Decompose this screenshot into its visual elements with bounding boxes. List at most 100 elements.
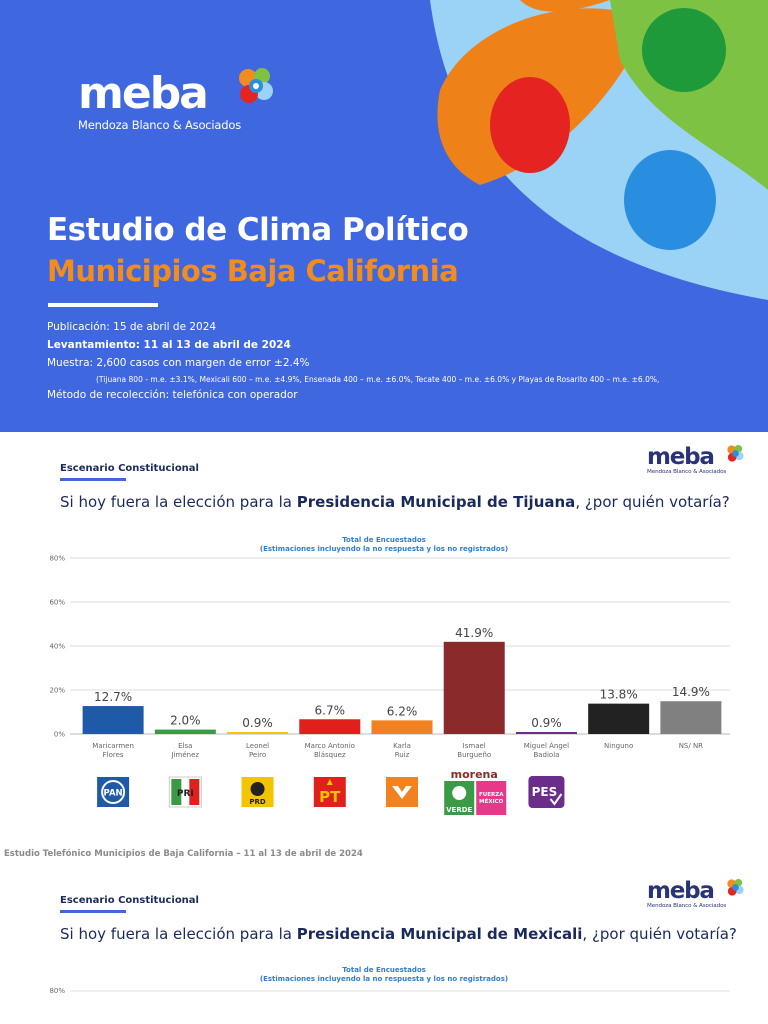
- section-underline: [60, 478, 126, 481]
- question-office: Presidencia Municipal de Mexicali: [296, 925, 583, 943]
- meba-logo: meba Mendoza Blanco & Asociados: [78, 68, 273, 132]
- bar: [82, 706, 144, 734]
- collection-method: Método de recolección: telefónica con op…: [47, 389, 298, 401]
- section-label: Escenario Constitucional: [60, 895, 199, 906]
- bar: [443, 641, 505, 734]
- question-text: Si hoy fuera la elección para la: [60, 925, 297, 943]
- pan-logo-text: PAN: [104, 789, 123, 799]
- data-label: 6.2%: [387, 704, 418, 718]
- cover-title: Estudio de Clima Político: [47, 212, 469, 248]
- tijuana-slide: Escenario Constitucional meba Mendoza Bl…: [0, 432, 768, 848]
- section-underline: [60, 910, 126, 913]
- data-label: 0.9%: [531, 716, 562, 730]
- pt-logo-star: [326, 779, 333, 785]
- fieldwork-date: Levantamiento: 11 al 13 de abril de 2024: [47, 339, 291, 351]
- mc-logo-eagle: [392, 786, 412, 799]
- category-label: Ismael: [463, 742, 486, 750]
- verde-logo-text: VERDE: [446, 806, 472, 814]
- category-label: Blásquez: [314, 751, 346, 759]
- question-text: Si hoy fuera la elección para la: [60, 493, 297, 511]
- publication-date: Publicación: 15 de abril de 2024: [47, 321, 217, 333]
- logo-flower-icon: [727, 878, 744, 896]
- logo-subtitle: Mendoza Blanco & Asociados: [647, 469, 727, 475]
- category-label: Ruiz: [395, 751, 410, 759]
- chart-title-line-1: Total de Encuestados: [342, 536, 426, 544]
- section-label: Escenario Constitucional: [60, 463, 199, 474]
- chart-title-line-2: (Estimaciones incluyendo la no respuesta…: [259, 975, 509, 983]
- verde-logo-toucan: [452, 786, 467, 800]
- chart-title-line-2: (Estimaciones incluyendo la no respuesta…: [259, 545, 509, 553]
- bar: [299, 719, 361, 734]
- bar: [227, 732, 289, 734]
- pri-logo-text: PRI: [177, 789, 194, 799]
- pan-logo-center: [103, 782, 124, 802]
- mexicali-chart-axis: 80%: [49, 987, 730, 995]
- mexicali-slide: Escenario Constitucional meba Mendoza Bl…: [0, 860, 768, 1024]
- logo-subtitle: Mendoza Blanco & Asociados: [78, 118, 242, 132]
- pri-logo-green: [171, 779, 182, 805]
- y-tick-label: 80%: [49, 555, 65, 563]
- y-tick-label: 40%: [49, 643, 65, 651]
- data-label: 14.9%: [672, 685, 710, 699]
- bar: [515, 732, 577, 734]
- data-label: 12.7%: [94, 690, 132, 704]
- question-end: , ¿por quién votaría?: [582, 925, 737, 943]
- fxm-logo-text-1: FUERZA: [479, 792, 504, 798]
- logo-flower-icon: [727, 444, 744, 462]
- data-label: 0.9%: [242, 716, 273, 730]
- logo-flower-icon: [239, 68, 273, 103]
- meba-logo-small: meba Mendoza Blanco & Asociados: [647, 878, 744, 909]
- category-label: Burgueño: [457, 751, 491, 759]
- chart-title: Total de Encuestados (Estimaciones inclu…: [0, 966, 768, 984]
- pri-logo-red: [189, 779, 200, 805]
- y-tick-label: 80%: [49, 987, 65, 995]
- y-tick-label: 20%: [49, 687, 65, 695]
- fxm-logo-text-2: MÉXICO: [479, 797, 504, 805]
- bar: [371, 720, 433, 734]
- category-label: Badiola: [533, 751, 559, 759]
- sample-detail: (Tijuana 800 - m.e. ±3.1%, Mexicali 600 …: [96, 375, 660, 384]
- category-label: Leonel: [246, 742, 269, 750]
- bar: [588, 703, 650, 734]
- category-label: Karla: [393, 742, 411, 750]
- y-tick-label: 60%: [49, 599, 65, 607]
- bar: [154, 729, 216, 734]
- prd-logo-text: PRD: [249, 798, 266, 806]
- data-label: 41.9%: [455, 626, 493, 640]
- category-label: Flores: [103, 751, 124, 759]
- question-office: Presidencia Municipal de Tijuana: [296, 493, 576, 511]
- category-label: Miguel Ángel: [524, 741, 569, 750]
- meba-logo-small: meba Mendoza Blanco & Asociados: [647, 444, 744, 475]
- title-underline: [48, 303, 158, 307]
- bar: [660, 701, 722, 734]
- fxm-logo-icon: [476, 781, 507, 815]
- pes-logo-text: PES: [532, 785, 558, 799]
- morena-logo-text: morena: [451, 768, 498, 781]
- category-label: Jiménez: [171, 751, 200, 759]
- question-end: , ¿por quién votaría?: [575, 493, 730, 511]
- logo-wordmark: meba: [647, 878, 715, 904]
- cover-decoration: [430, 0, 768, 300]
- category-label: Elsa: [178, 742, 192, 750]
- category-label: Marco Antonio: [305, 742, 355, 750]
- logo-wordmark: meba: [78, 68, 209, 119]
- footer-note: Estudio Telefónico Municipios de Baja Ca…: [4, 849, 363, 859]
- category-label: Ninguno: [604, 742, 633, 750]
- logo-wordmark: meba: [647, 444, 715, 470]
- pes-logo-check: [549, 793, 563, 806]
- data-label: 13.8%: [600, 688, 638, 702]
- category-label: Maricarmen: [92, 742, 134, 750]
- chart-title-line-1: Total de Encuestados: [342, 966, 426, 974]
- category-label: NS/ NR: [679, 742, 703, 750]
- cover-slide: meba Mendoza Blanco & Asociados Estudio …: [0, 0, 768, 432]
- survey-question: Si hoy fuera la elección para la Preside…: [60, 925, 737, 943]
- sample-size: Muestra: 2,600 casos con margen de error…: [47, 357, 310, 369]
- y-tick-label: 0%: [54, 731, 65, 739]
- pes-logo-icon: [528, 776, 565, 808]
- data-label: 6.7%: [315, 703, 346, 717]
- chart-title: Total de Encuestados (Estimaciones inclu…: [0, 536, 768, 554]
- survey-question: Si hoy fuera la elección para la Preside…: [60, 493, 730, 511]
- logo-subtitle: Mendoza Blanco & Asociados: [647, 903, 727, 909]
- pt-logo-text: PT: [319, 788, 341, 806]
- prd-logo-sun: [250, 782, 265, 796]
